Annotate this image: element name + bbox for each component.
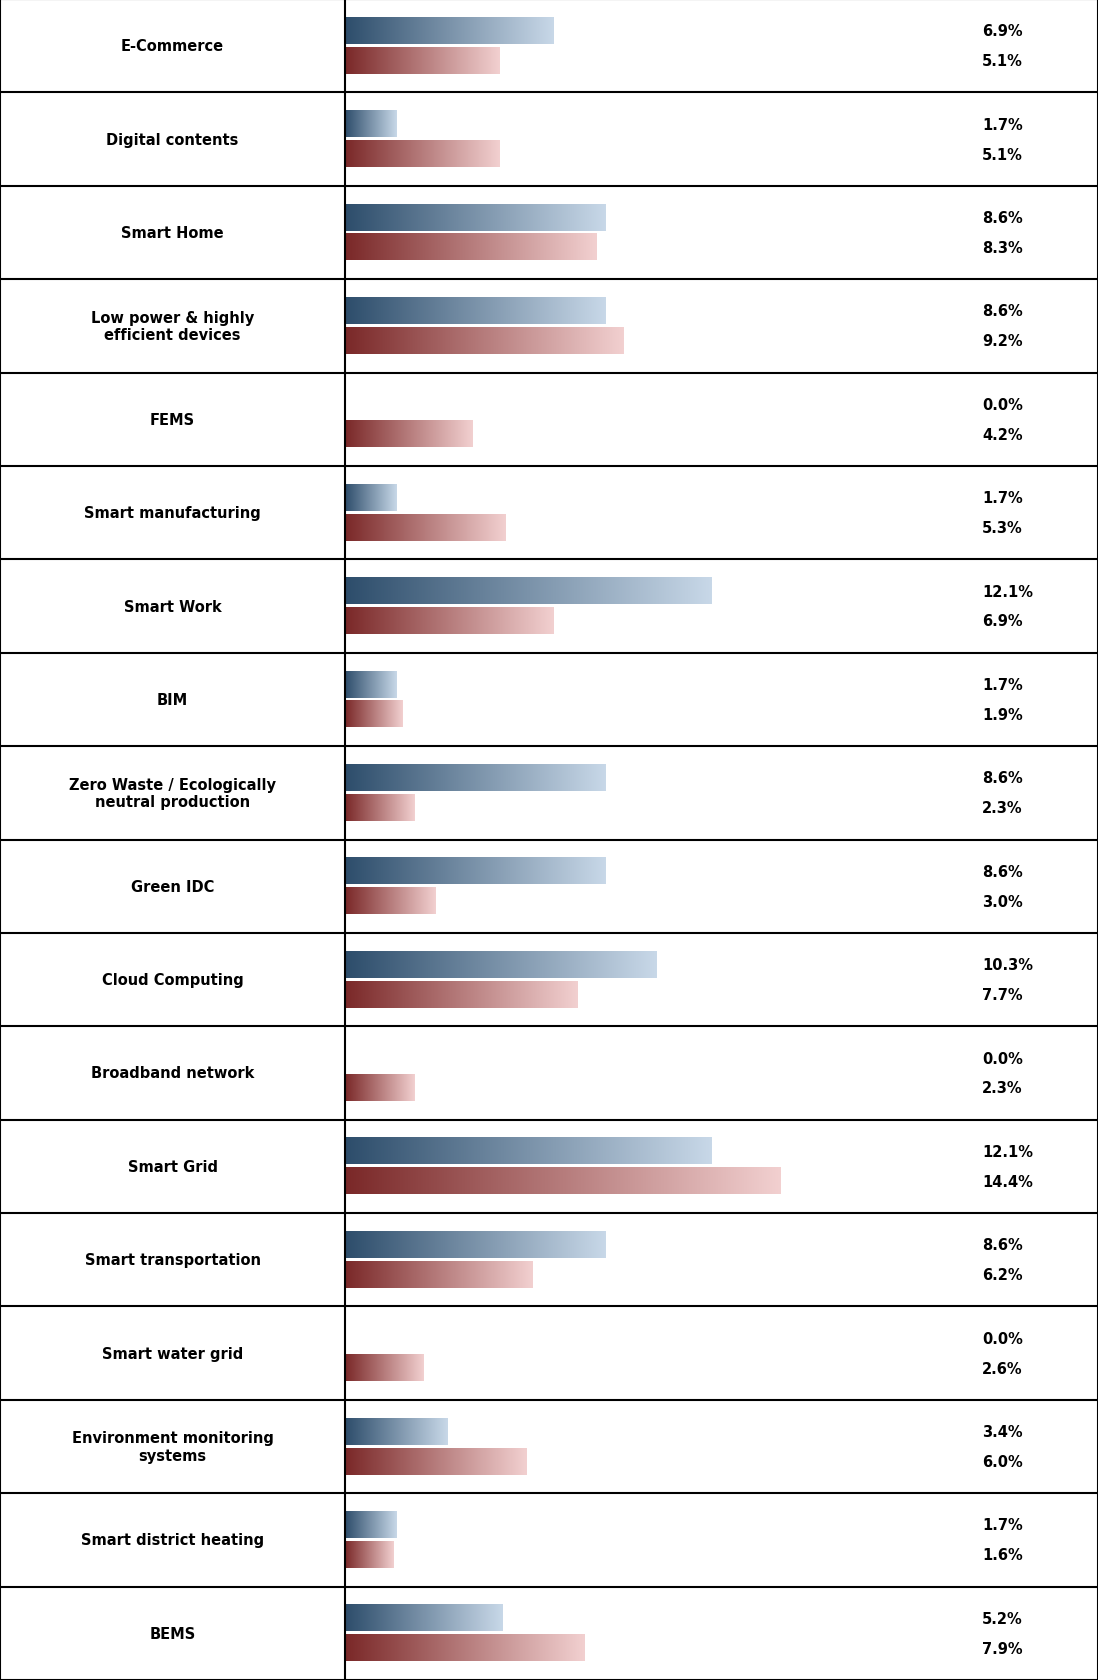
Text: Smart Home: Smart Home [121, 225, 224, 240]
Text: Smart transportation: Smart transportation [85, 1253, 260, 1267]
Text: 4.2%: 4.2% [982, 427, 1022, 442]
Text: 6.0%: 6.0% [982, 1455, 1022, 1468]
Text: Smart water grid: Smart water grid [102, 1346, 243, 1361]
Text: 1.7%: 1.7% [982, 677, 1022, 692]
Text: 1.7%: 1.7% [982, 1517, 1022, 1532]
Text: 0.0%: 0.0% [982, 1331, 1023, 1346]
Text: 0.0%: 0.0% [982, 398, 1023, 413]
Text: 8.3%: 8.3% [982, 240, 1022, 255]
Text: Green IDC: Green IDC [131, 879, 214, 894]
Text: FEMS: FEMS [150, 413, 195, 427]
Text: Smart district heating: Smart district heating [81, 1532, 265, 1547]
Text: Environment monitoring
systems: Environment monitoring systems [71, 1430, 273, 1463]
Text: Smart manufacturing: Smart manufacturing [85, 506, 261, 521]
Text: 6.9%: 6.9% [982, 24, 1022, 39]
Text: 2.3%: 2.3% [982, 801, 1022, 816]
Text: 1.7%: 1.7% [982, 118, 1022, 133]
Text: Zero Waste / Ecologically
neutral production: Zero Waste / Ecologically neutral produc… [69, 778, 276, 810]
Text: 6.2%: 6.2% [982, 1267, 1022, 1282]
Text: BEMS: BEMS [149, 1626, 195, 1641]
Text: 8.6%: 8.6% [982, 304, 1022, 319]
Text: 3.0%: 3.0% [982, 894, 1022, 909]
Text: 14.4%: 14.4% [982, 1174, 1033, 1189]
Text: 2.6%: 2.6% [982, 1361, 1022, 1376]
Text: 5.1%: 5.1% [982, 54, 1023, 69]
Text: 1.9%: 1.9% [982, 707, 1022, 722]
Text: 8.6%: 8.6% [982, 212, 1022, 225]
Text: 0.0%: 0.0% [982, 1052, 1023, 1065]
Text: 1.7%: 1.7% [982, 491, 1022, 506]
Text: 12.1%: 12.1% [982, 585, 1033, 600]
Text: 5.3%: 5.3% [982, 521, 1022, 536]
Text: 8.6%: 8.6% [982, 864, 1022, 879]
Text: 1.6%: 1.6% [982, 1547, 1022, 1562]
Text: 8.6%: 8.6% [982, 771, 1022, 786]
Text: BIM: BIM [157, 692, 188, 707]
Text: Broadband network: Broadband network [91, 1065, 255, 1080]
Text: 3.4%: 3.4% [982, 1425, 1022, 1440]
Text: 5.2%: 5.2% [982, 1611, 1022, 1626]
Text: 6.9%: 6.9% [982, 615, 1022, 628]
Text: Cloud Computing: Cloud Computing [102, 973, 244, 988]
Text: 10.3%: 10.3% [982, 958, 1033, 973]
Text: 7.7%: 7.7% [982, 988, 1022, 1003]
Text: E-Commerce: E-Commerce [121, 39, 224, 54]
Text: 9.2%: 9.2% [982, 334, 1022, 349]
Text: Smart Work: Smart Work [124, 600, 222, 615]
Text: 5.1%: 5.1% [982, 148, 1023, 163]
Text: Digital contents: Digital contents [107, 133, 238, 148]
Text: 2.3%: 2.3% [982, 1080, 1022, 1095]
Text: 8.6%: 8.6% [982, 1238, 1022, 1253]
Text: Smart Grid: Smart Grid [127, 1159, 217, 1174]
Text: 12.1%: 12.1% [982, 1144, 1033, 1159]
Text: 7.9%: 7.9% [982, 1641, 1022, 1656]
Text: Low power & highly
efficient devices: Low power & highly efficient devices [91, 311, 254, 343]
